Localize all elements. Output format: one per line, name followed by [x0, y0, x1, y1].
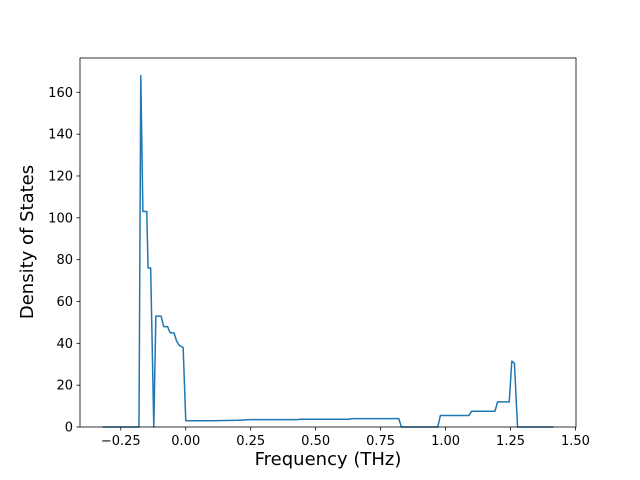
y-tick-label: 60 [56, 295, 73, 310]
x-tick-label: 0.00 [171, 434, 200, 449]
y-tick-label: 140 [48, 128, 73, 143]
y-tick-label: 160 [48, 86, 73, 101]
x-tick-label: 0.75 [366, 434, 395, 449]
x-tick-label: 1.25 [496, 434, 525, 449]
y-tick-label: 80 [56, 253, 73, 268]
axes-frame [79, 57, 577, 428]
x-axis-label: Frequency (THz) [255, 449, 402, 470]
y-tick-label: 20 [56, 379, 73, 394]
x-tick-label: 1.00 [431, 434, 460, 449]
y-tick-label: 40 [56, 337, 73, 352]
y-tick-label: 100 [48, 211, 73, 226]
y-tick-label: 120 [48, 169, 73, 184]
x-tick-label: 0.50 [301, 434, 330, 449]
y-tick-label: 0 [65, 421, 73, 436]
y-axis-label: Density of States [17, 165, 38, 319]
x-tick-label: 1.50 [561, 434, 590, 449]
x-tick-label: 0.25 [236, 434, 265, 449]
line [102, 74, 554, 428]
x-tick-label: −0.25 [101, 434, 141, 449]
